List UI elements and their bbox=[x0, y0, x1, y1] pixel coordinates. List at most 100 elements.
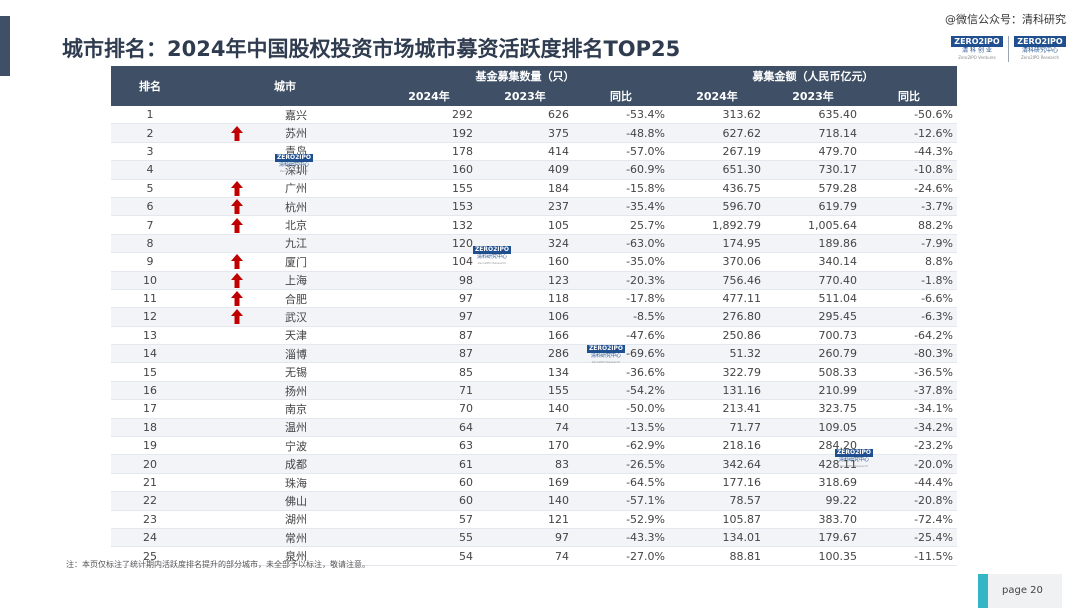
rank-up-cell bbox=[189, 399, 285, 419]
amount-2024-cell: 313.62 bbox=[669, 106, 765, 125]
rank-up-arrow-icon bbox=[231, 180, 243, 196]
rank-cell: 5 bbox=[111, 179, 189, 198]
fund-2023-cell: 286 bbox=[477, 344, 573, 364]
rank-cell: 3 bbox=[111, 142, 189, 162]
fund-2023-cell: 83 bbox=[477, 454, 573, 474]
amount-2024-cell: 134.01 bbox=[669, 528, 765, 548]
amount-yoy-cell: -12.6% bbox=[861, 123, 957, 143]
logo-en: Zero2IPO Ventures bbox=[958, 55, 996, 60]
stamp-en: Zero2IPO Research bbox=[477, 261, 507, 265]
amount-yoy-cell: -37.8% bbox=[861, 381, 957, 401]
city-cell: 上海 bbox=[285, 271, 381, 290]
fund-2023-cell: 160 bbox=[477, 252, 573, 272]
stamp-mark: ZERO2IPO bbox=[586, 345, 626, 353]
amount-2024-cell: 51.32 bbox=[669, 344, 765, 364]
header-amount: 募集金额（人民币亿元） bbox=[669, 66, 957, 86]
amount-2023-cell: 100.35 bbox=[765, 546, 861, 566]
fund-2023-cell: 166 bbox=[477, 326, 573, 346]
fund-2024-cell: 192 bbox=[381, 123, 477, 143]
rank-up-cell bbox=[189, 289, 285, 309]
rank-cell: 1 bbox=[111, 106, 189, 125]
city-cell: 无锡 bbox=[285, 362, 381, 382]
stamp-en: Zero2IPO Research bbox=[839, 464, 869, 468]
fund-2024-cell: 160 bbox=[381, 160, 477, 180]
amount-yoy-cell: 8.8% bbox=[861, 252, 957, 272]
amount-yoy-cell: -34.2% bbox=[861, 418, 957, 438]
amount-2024-cell: 267.19 bbox=[669, 142, 765, 162]
fund-2024-cell: 54 bbox=[381, 546, 477, 566]
amount-yoy-cell: -64.2% bbox=[861, 326, 957, 346]
fund-2023-cell: 105 bbox=[477, 215, 573, 235]
rank-up-cell bbox=[189, 142, 285, 162]
logo-divider bbox=[1008, 36, 1009, 62]
fund-2023-cell: 140 bbox=[477, 491, 573, 511]
rank-up-arrow-icon bbox=[231, 291, 243, 307]
rank-up-cell bbox=[189, 160, 285, 180]
table-row: 3 青岛 178 414 -57.0% 267.19 479.70 -44.3% bbox=[111, 142, 957, 162]
rank-cell: 8 bbox=[111, 234, 189, 254]
logo-mark: ZERO2IPO bbox=[951, 36, 1003, 47]
rank-up-cell bbox=[189, 473, 285, 493]
city-cell: 武汉 bbox=[285, 307, 381, 327]
amount-yoy-cell: -44.4% bbox=[861, 473, 957, 493]
city-cell: 成都 bbox=[285, 454, 381, 474]
amount-2024-cell: 78.57 bbox=[669, 491, 765, 511]
amount-yoy-cell: -44.3% bbox=[861, 142, 957, 162]
fund-yoy-cell: -15.8% bbox=[573, 179, 669, 198]
page-title: 城市排名：2024年中国股权投资市场城市募资活跃度排名TOP25 bbox=[62, 37, 681, 61]
fund-2023-cell: 169 bbox=[477, 473, 573, 493]
logo-cn: 清科研究中心 bbox=[1021, 47, 1058, 54]
logo-en: Zero2IPO Research bbox=[1020, 55, 1060, 60]
amount-2024-cell: 477.11 bbox=[669, 289, 765, 309]
rank-cell: 6 bbox=[111, 197, 189, 217]
amount-2024-cell: 1,892.79 bbox=[669, 215, 765, 235]
rank-up-arrow-icon bbox=[231, 309, 243, 325]
amount-2023-cell: 99.22 bbox=[765, 491, 861, 511]
amount-2024-cell: 651.30 bbox=[669, 160, 765, 180]
rank-up-cell bbox=[189, 454, 285, 474]
table-row: 16 扬州 71 155 -54.2% 131.16 210.99 -37.8% bbox=[111, 381, 957, 401]
fund-2024-cell: 97 bbox=[381, 289, 477, 309]
footnote: 注：本页仅标注了统计期内活跃度排名提升的部分城市，未全部予以标注，敬请注意。 bbox=[66, 560, 370, 569]
fund-yoy-cell: -54.2% bbox=[573, 381, 669, 401]
amount-2023-cell: 730.17 bbox=[765, 160, 861, 180]
amount-yoy-cell: -50.6% bbox=[861, 106, 957, 125]
amount-2024-cell: 756.46 bbox=[669, 271, 765, 290]
table-row: 20 成都 61 83 -26.5% 342.64 428.11 -20.0% bbox=[111, 454, 957, 474]
rank-cell: 11 bbox=[111, 289, 189, 309]
table-row: 1 嘉兴 292 626 -53.4% 313.62 635.40 -50.6% bbox=[111, 106, 957, 125]
amount-yoy-cell: -10.8% bbox=[861, 160, 957, 180]
amount-yoy-cell: -7.9% bbox=[861, 234, 957, 254]
rank-cell: 25 bbox=[111, 546, 189, 566]
amount-2023-cell: 295.45 bbox=[765, 307, 861, 327]
amount-2023-cell: 323.75 bbox=[765, 399, 861, 419]
fund-yoy-cell: -35.4% bbox=[573, 197, 669, 217]
amount-2024-cell: 370.06 bbox=[669, 252, 765, 272]
rank-up-cell bbox=[189, 381, 285, 401]
amount-2024-cell: 436.75 bbox=[669, 179, 765, 198]
rank-up-cell bbox=[189, 546, 285, 566]
fund-yoy-cell: -57.0% bbox=[573, 142, 669, 162]
table-row: 6 杭州 153 237 -35.4% 596.70 619.79 -3.7% bbox=[111, 197, 957, 217]
amount-2023-cell: 260.79 bbox=[765, 344, 861, 364]
fund-2024-cell: 64 bbox=[381, 418, 477, 438]
fund-2024-cell: 87 bbox=[381, 326, 477, 346]
amount-2023-cell: 718.14 bbox=[765, 123, 861, 143]
amount-yoy-cell: -80.3% bbox=[861, 344, 957, 364]
fund-2023-cell: 123 bbox=[477, 271, 573, 290]
fund-yoy-cell: -63.0% bbox=[573, 234, 669, 254]
fund-2024-cell: 155 bbox=[381, 179, 477, 198]
amount-2023-cell: 508.33 bbox=[765, 362, 861, 382]
fund-2024-cell: 60 bbox=[381, 473, 477, 493]
amount-2023-cell: 770.40 bbox=[765, 271, 861, 290]
rank-up-arrow-icon bbox=[231, 254, 243, 270]
fund-yoy-cell: -8.5% bbox=[573, 307, 669, 327]
fund-2024-cell: 71 bbox=[381, 381, 477, 401]
amount-yoy-cell: -20.0% bbox=[861, 454, 957, 474]
city-cell: 佛山 bbox=[285, 491, 381, 511]
stamp-en: Zero2IPO Research bbox=[279, 169, 309, 173]
amount-2023-cell: 619.79 bbox=[765, 197, 861, 217]
amount-2023-cell: 383.70 bbox=[765, 510, 861, 529]
rank-up-cell bbox=[189, 252, 285, 272]
city-cell: 九江 bbox=[285, 234, 381, 254]
